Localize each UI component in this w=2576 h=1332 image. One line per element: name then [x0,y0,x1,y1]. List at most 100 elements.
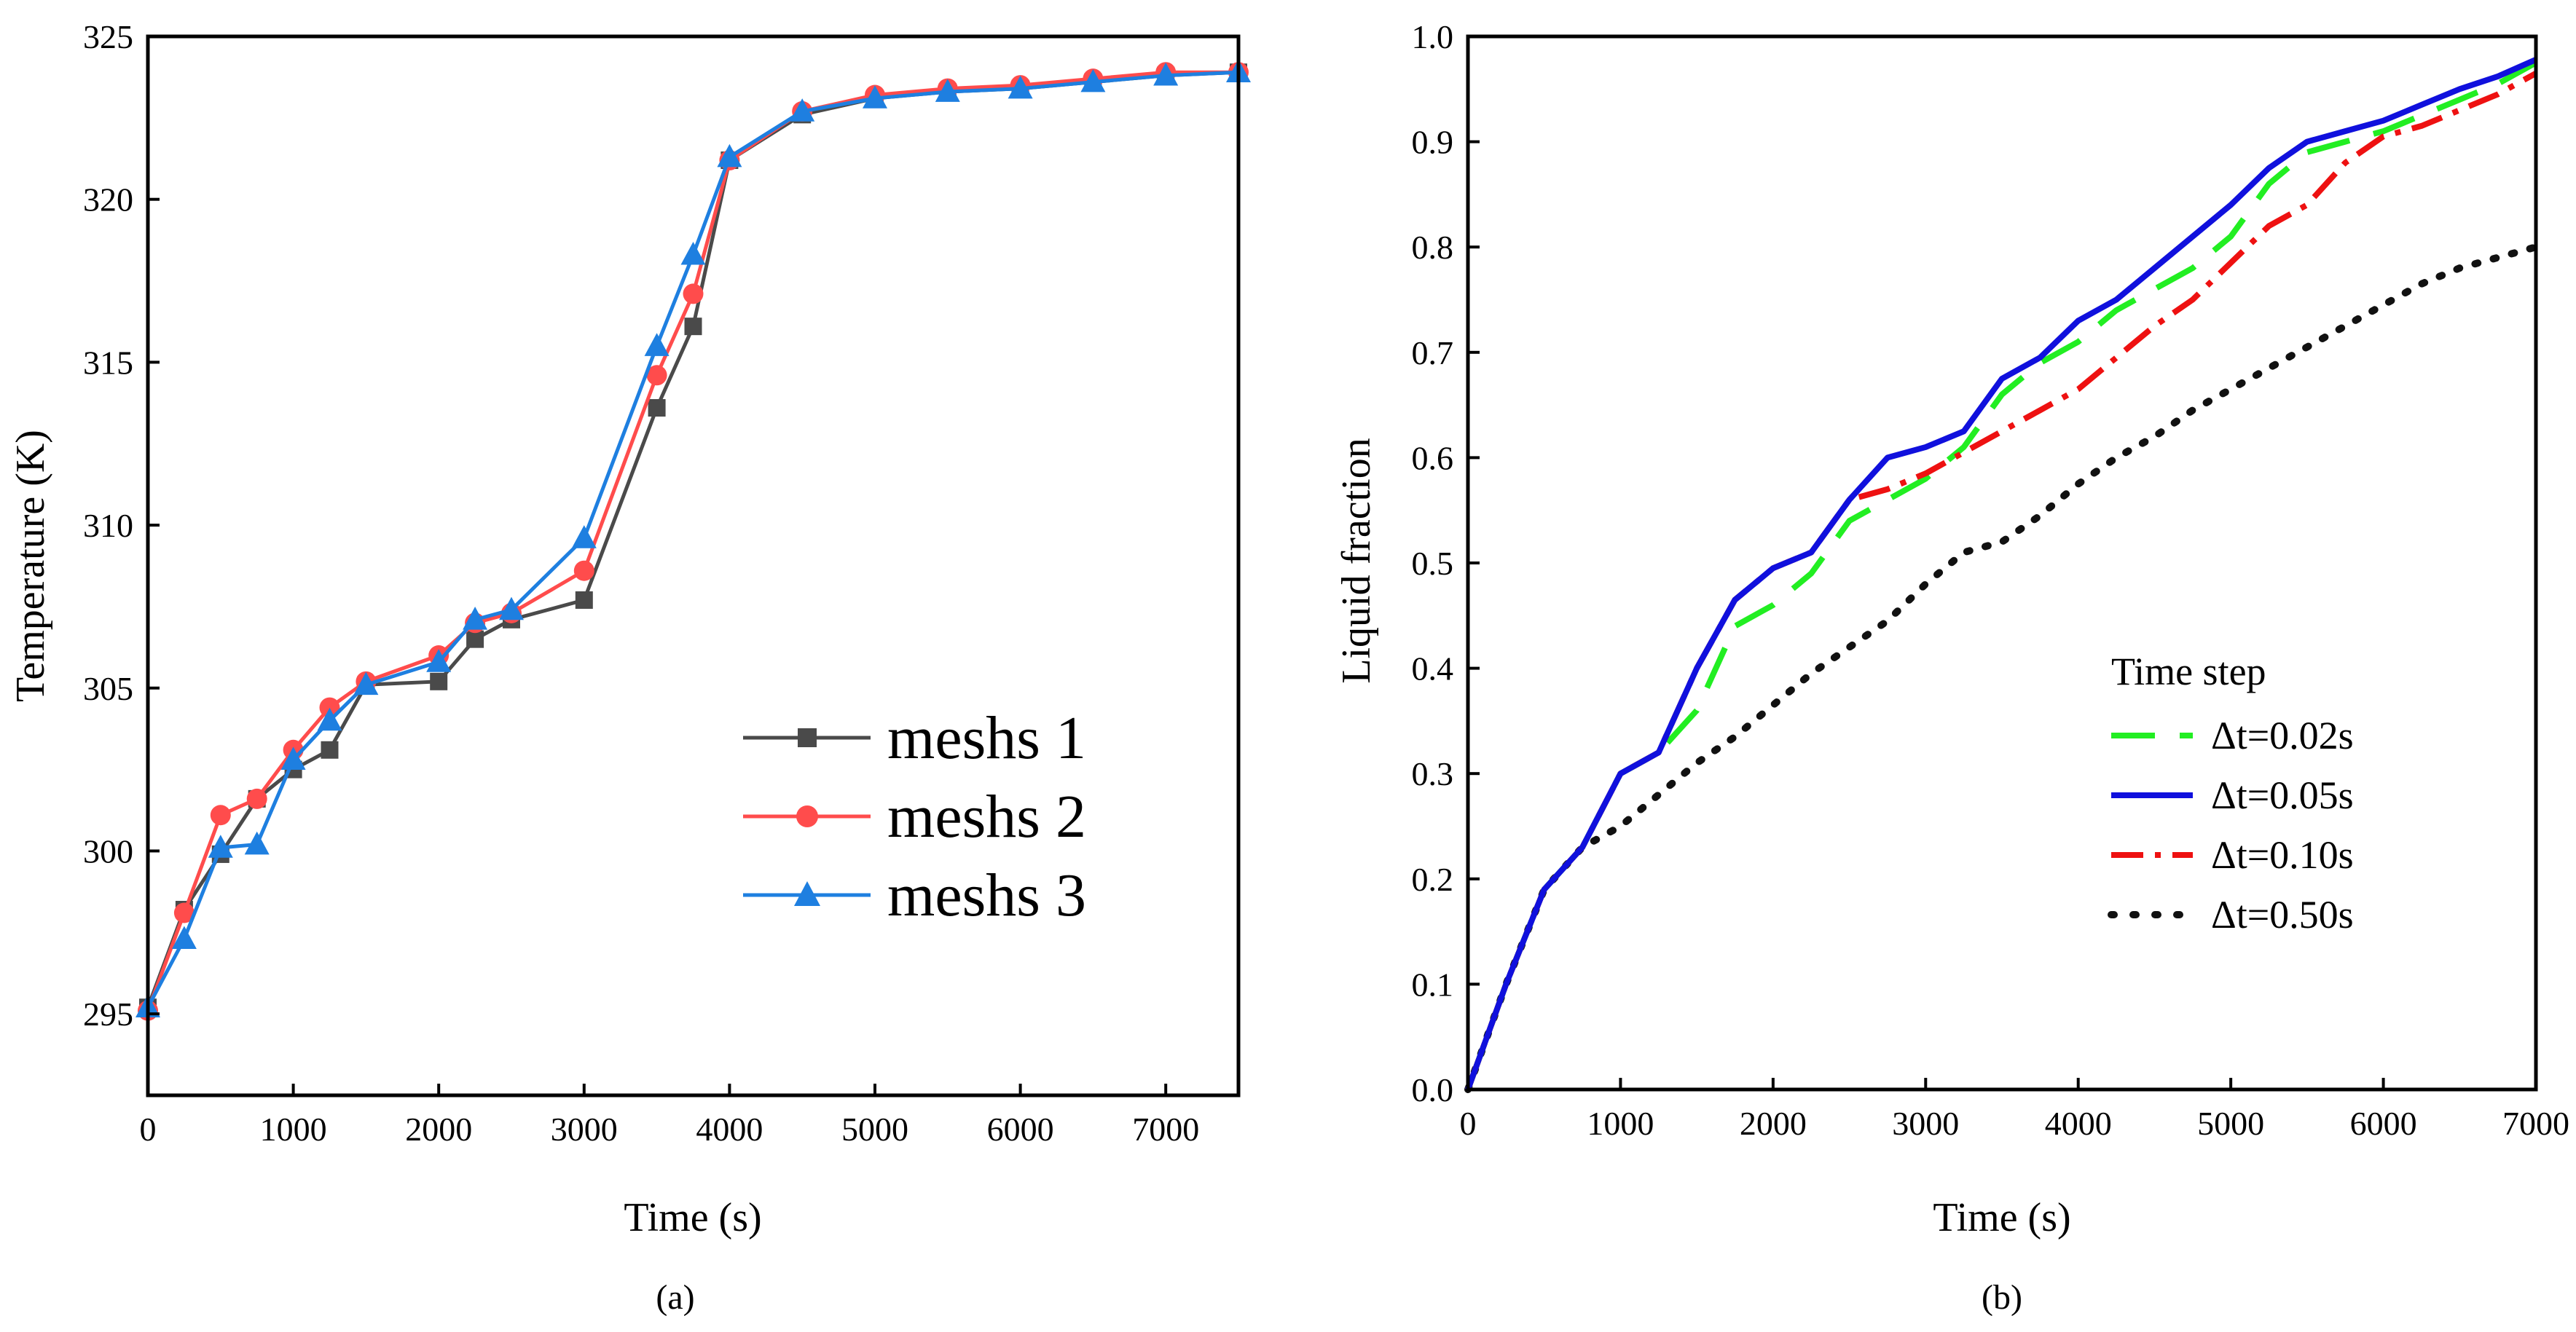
panel-b-series-4-line [1464,243,2540,1093]
panel-a-x-tick-label: 4000 [696,1111,763,1148]
panel-b-legend-label: Δt=0.50s [2211,893,2354,937]
panel-a-x-tick-label: 2000 [405,1111,472,1148]
panel-b-y-tick-label: 0.5 [1412,545,1454,582]
panel-b-y-tick-label: 0.4 [1412,650,1454,687]
panel-a-series-3-point [1008,75,1033,99]
panel-a-x-tick-label: 0 [140,1111,157,1148]
panel-b-y-tick-label: 0.2 [1412,861,1454,898]
panel-b-y-tick-label: 0.1 [1412,966,1454,1003]
panel-a-legend-marker [798,728,817,747]
panel-b-y-axis-label: Liquid fraction [1334,438,1379,683]
panel-a-series-2-point [246,788,267,809]
panel-a-x-tick-label: 5000 [841,1111,908,1148]
panel-a-series-3-point [244,831,270,855]
panel-b-legend-label: Δt=0.05s [2211,773,2354,817]
panel-a-series-2-point [683,283,704,304]
panel-a-series-1-point [575,591,593,609]
panel-b-x-tick-label: 7000 [2502,1105,2569,1142]
panel-a-series-1-point [466,630,484,648]
panel-b-legend-label: Δt=0.02s [2211,714,2354,757]
panel-b-y-tick-label: 0.0 [1412,1071,1454,1108]
panel-a-x-ticks: 0 1000 2000 3000 4000 5000 6000 7000 [140,1084,1199,1148]
panel-a-series-3-point [571,525,597,548]
panel-a-series-3-point [680,241,706,265]
panel-a-label: (a) [656,1278,694,1317]
panel-a-series-2-point [210,805,231,826]
panel-a-series-3-point [208,835,233,858]
panel-a-y-tick-label: 320 [83,181,133,218]
panel-a-series-3-point [644,333,669,356]
panel-a-series-1-point [430,672,448,690]
panel-a-series-1-point [648,399,666,417]
panel-b-legend-title: Time step [2111,650,2266,693]
panel-b-label: (b) [1982,1278,2022,1317]
panel-a-y-tick-label: 295 [83,996,133,1033]
panel-b-x-ticks: 0 1000 2000 3000 4000 5000 6000 7000 [1460,1078,2569,1142]
panel-a-series-3-point [717,143,742,168]
panel-a-series-3-point [935,79,960,102]
panel-a-legend-label: meshs 2 [887,783,1086,851]
panel-a-y-axis-label: Temperature (K) [8,430,53,702]
panel-b-y-tick-label: 0.8 [1412,229,1454,266]
panel-a-series-3-point [171,926,197,950]
panel-a-legend-marker [796,805,818,827]
panel-b-series-3-line [1465,71,2537,1091]
panel-a-series-3-point [1080,68,1106,92]
panel-a-series-2-point [646,365,667,386]
panel-a-series-layer [136,59,1251,1021]
panel-a-series-3-point [499,596,524,620]
panel-b-legend-label: Δt=0.10s [2211,833,2354,877]
panel-a-series-2-point [319,697,340,718]
panel-a-series-3-point [317,707,342,731]
panel-b-y-tick-label: 1.0 [1412,18,1454,55]
panel-a-y-tick-label: 300 [83,832,133,870]
panel-a-x-tick-label: 1000 [260,1111,327,1148]
panel-a-series-1-point [321,741,339,759]
panel-b-series-layer [1464,57,2540,1093]
panel-a-series-3-point [463,607,488,630]
panel-b-x-tick-label: 4000 [2045,1105,2112,1142]
panel-b-x-tick-label: 0 [1460,1105,1477,1142]
panel-a-legend-marker [794,881,820,906]
panel-b-x-tick-label: 3000 [1892,1105,1959,1142]
panel-b-x-axis-label: Time (s) [1933,1195,2070,1240]
panel-a-series-1-point [684,318,702,336]
panel-a-legend-label: meshs 3 [887,862,1086,929]
panel-a-legend-label: meshs 1 [887,704,1086,772]
panel-a-x-tick-label: 6000 [987,1111,1054,1148]
panel-b-y-tick-label: 0.9 [1412,124,1454,161]
panel-a-temperature-chart: 0 1000 2000 3000 4000 5000 6000 7000 295 300 305 3… [8,18,1251,1317]
panel-a-series-3-point [863,85,887,109]
panel-b-series-2-line [1465,57,2537,1091]
panel-a-x-axis-label: Time (s) [624,1195,761,1240]
panel-a-series-3-point [790,98,815,122]
panel-a-y-tick-label: 325 [83,18,133,55]
panel-b-y-tick-label: 0.7 [1412,334,1454,371]
panel-a-y-tick-label: 305 [83,670,133,707]
panel-b-x-tick-label: 2000 [1740,1105,1807,1142]
panel-a-x-tick-label: 7000 [1132,1111,1199,1148]
panel-b-x-tick-label: 6000 [2350,1105,2417,1142]
panel-b-y-tick-label: 0.3 [1412,755,1454,792]
panel-a-series-3-point [426,649,452,672]
panel-a-legend: meshs 1 meshs 2 meshs 3 [743,704,1086,929]
panel-a-series-3-point [1153,62,1179,86]
panel-b-x-tick-label: 1000 [1587,1105,1654,1142]
panel-a-series-3 [136,59,1251,1018]
panel-b-y-ticks: 0.0 0.1 0.2 0.3 0.4 0.5 0.6 0.7 0.8 0.9 1.0 [1412,18,1480,1108]
panel-b-x-tick-label: 5000 [2197,1105,2264,1142]
panel-b-y-tick-label: 0.6 [1412,439,1454,476]
panel-a-y-tick-label: 310 [83,507,133,544]
panel-a-series-2-point [173,902,195,923]
panel-a-plot-frame [146,34,1241,1097]
panel-a-y-ticks: 295 300 305 310 315 320 325 [83,18,160,1033]
panel-a-series-2-point [573,560,594,581]
panel-a-y-tick-label: 315 [83,344,133,381]
panel-a-series-3-point [353,671,379,695]
panel-b-plot-frame [1466,34,2538,1092]
panel-b-legend: Time step Δt=0.02s Δt=0.05s Δt=0.10s Δt=0.50… [2108,650,2354,937]
panel-b-liquid-fraction-chart: 0 1000 2000 3000 4000 5000 6000 7000 0.00.10.20… [1334,18,2569,1317]
panel-a-series-3-point [280,746,306,770]
panel-a-x-tick-label: 3000 [551,1111,618,1148]
